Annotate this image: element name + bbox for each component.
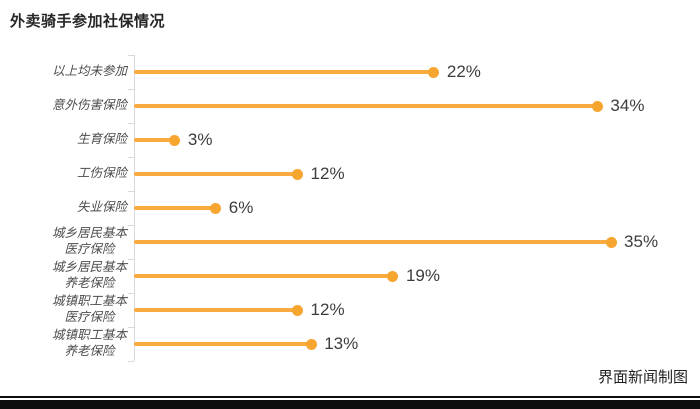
- category-label: 工伤保险: [76, 166, 127, 181]
- data-point-dot: [292, 304, 304, 316]
- bar-line: [134, 274, 393, 278]
- category-label: 城镇职工基本 养老保险: [51, 328, 127, 358]
- axis-tick: [128, 89, 134, 90]
- value-label: 6%: [228, 198, 254, 217]
- bar-line: [134, 104, 598, 108]
- axis-tick: [128, 55, 134, 56]
- data-point-dot: [305, 338, 317, 350]
- footer-black-bar: [0, 400, 700, 409]
- category-label: 城乡居民基本 养老保险: [51, 260, 127, 290]
- value-label: 12%: [310, 300, 345, 319]
- credit-text: 界面新闻制图: [597, 369, 688, 386]
- data-point-dot: [292, 168, 304, 180]
- category-label: 城乡居民基本 医疗保险: [51, 226, 127, 256]
- axis-tick: [128, 361, 134, 362]
- category-label: 失业保险: [76, 200, 127, 215]
- value-label: 22%: [446, 62, 481, 81]
- bar-line: [134, 172, 298, 176]
- axis-tick: [128, 225, 134, 226]
- data-point-dot: [428, 66, 440, 78]
- category-label: 城镇职工基本 医疗保险: [51, 294, 127, 324]
- footer-thin-rule: [0, 396, 700, 398]
- bar-line: [134, 70, 434, 74]
- axis-tick: [128, 293, 134, 294]
- category-label: 生育保险: [76, 132, 127, 147]
- axis-tick: [128, 259, 134, 260]
- data-point-dot: [387, 270, 399, 282]
- value-label: 34%: [610, 96, 645, 115]
- axis-tick: [128, 157, 134, 158]
- value-label: 35%: [624, 232, 659, 251]
- axis-tick: [128, 123, 134, 124]
- data-point-dot: [169, 134, 181, 146]
- value-label: 3%: [187, 130, 213, 149]
- data-point-dot: [210, 202, 222, 214]
- data-point-dot: [605, 236, 617, 248]
- bar-line: [134, 138, 175, 142]
- bar-line: [134, 206, 216, 210]
- bar-line: [134, 308, 298, 312]
- value-label: 19%: [405, 266, 440, 285]
- axis-tick: [128, 327, 134, 328]
- category-label: 以上均未参加: [51, 64, 127, 79]
- category-label: 意外伤害保险: [51, 98, 127, 113]
- bar-line: [134, 240, 612, 244]
- value-label: 13%: [324, 334, 359, 353]
- data-point-dot: [591, 100, 603, 112]
- axis-tick: [128, 191, 134, 192]
- value-label: 12%: [310, 164, 345, 183]
- chart-title: 外卖骑手参加社保情况: [10, 13, 166, 30]
- bar-line: [134, 342, 312, 346]
